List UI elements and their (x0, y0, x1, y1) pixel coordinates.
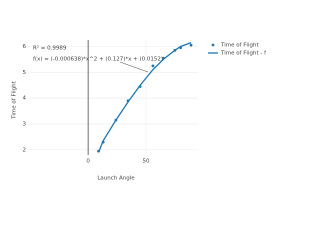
y-tick-label: 2 (23, 147, 27, 153)
x-axis-title: Launch Angle (97, 176, 135, 182)
legend-marker (211, 43, 215, 47)
legend-label: Time of Flight (220, 43, 259, 49)
y-tick-label: 5 (23, 70, 27, 76)
fit-line (97, 41, 192, 153)
annotation: R² = 0.9989 (33, 45, 67, 52)
annotation-arrow (119, 61, 149, 73)
point (151, 64, 155, 68)
legend-label: Time of Flight - fit (220, 51, 266, 57)
y-tick-label: 4 (23, 96, 27, 102)
x-tick-label: 0 (86, 159, 90, 165)
x-tick-label: 50 (142, 159, 149, 165)
annotation: f(x) = (-0.000638)*x^2 + (0.127)*x + (0.… (33, 57, 163, 63)
y-tick-label: 6 (23, 44, 27, 50)
y-tick-label: 3 (23, 121, 27, 127)
chart: Launch Angle Time of Flight 2 3 4 5 6 0 50 R² =… (12, 40, 271, 182)
y-axis-title: Time of Flight (12, 80, 18, 119)
point (189, 43, 193, 47)
